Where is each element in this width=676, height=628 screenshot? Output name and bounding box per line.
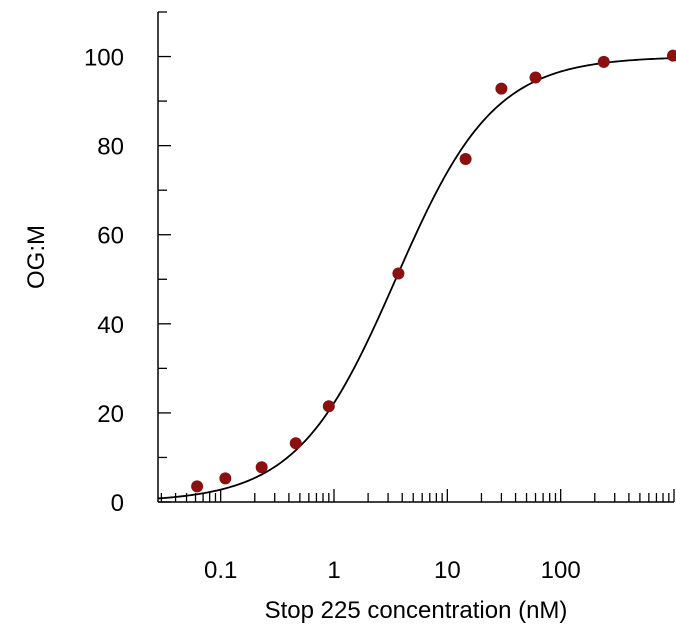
fit-curve <box>157 57 675 500</box>
data-point <box>191 480 204 493</box>
data-point <box>255 461 268 474</box>
data-point <box>495 82 508 95</box>
data-point <box>322 400 335 413</box>
data-point <box>392 267 405 280</box>
y-tick-label: 60 <box>97 223 124 250</box>
y-tick-label: 80 <box>97 134 124 161</box>
data-point <box>597 55 610 68</box>
x-axis-ticks <box>160 489 675 502</box>
data-point <box>289 437 302 450</box>
y-tick-label: 40 <box>97 312 124 339</box>
y-axis-label: OG:M <box>23 225 50 289</box>
y-tick-label: 100 <box>84 45 124 72</box>
y-axis-ticks <box>158 11 171 503</box>
x-tick-label: 0.1 <box>204 557 237 584</box>
data-point <box>529 71 542 84</box>
data-point <box>667 49 676 62</box>
y-tick-labels: 0 20 40 60 80 100 <box>84 45 124 517</box>
y-tick-label: 0 <box>111 490 124 517</box>
data-point <box>459 153 472 165</box>
x-axis-label: Stop 225 concentration (nM) <box>265 597 568 624</box>
x-tick-labels: 0.1 1 10 100 <box>204 557 581 584</box>
x-tick-label: 10 <box>434 557 461 584</box>
x-tick-label: 1 <box>327 557 340 584</box>
y-tick-label: 20 <box>97 401 124 428</box>
x-tick-label: 100 <box>541 557 581 584</box>
data-point <box>219 472 232 485</box>
data-points <box>191 49 676 493</box>
